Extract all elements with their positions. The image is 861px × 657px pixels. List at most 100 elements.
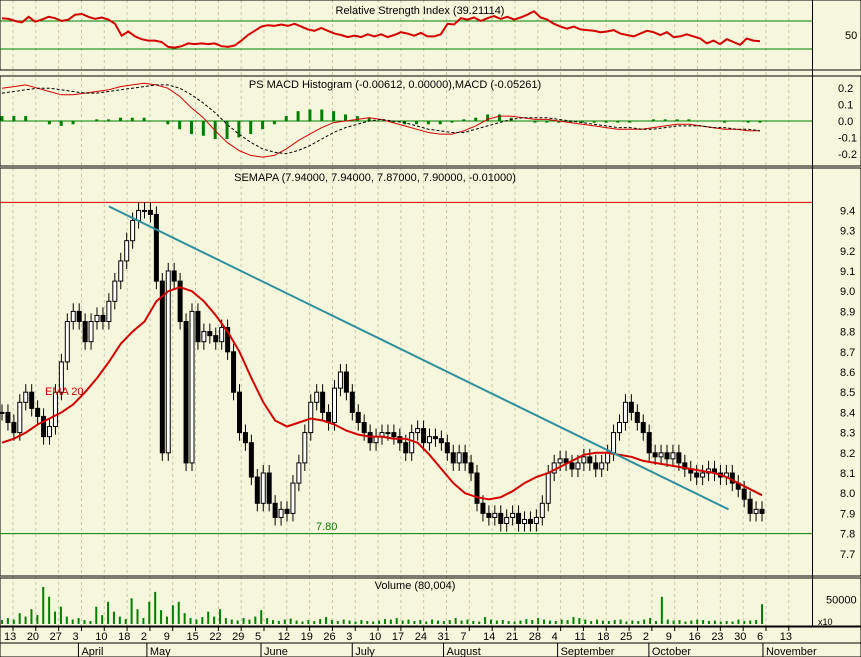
trendline [108,205,730,511]
price-tick-label: 8.9 [840,306,855,318]
x-day-label: 4 [552,631,558,643]
candle-body [189,310,195,464]
candle-body [296,462,302,484]
price-tick-label: 9.0 [840,286,855,298]
candle-body [658,452,664,458]
candle-body [385,432,391,435]
candle-body [183,321,189,464]
candle-body [201,331,207,343]
candle-body [171,270,177,282]
candle-body [41,415,47,438]
price-tick-label: 8.7 [840,347,855,359]
candle-body [599,462,605,470]
candle-body [308,401,314,434]
price-title: SEMAPA (7.94000, 7.94000, 7.87000, 7.900… [234,172,516,184]
candle-body [302,432,308,464]
x-day-label: 11 [574,631,585,643]
candle-body [94,314,100,323]
candle-body [640,422,646,434]
candle-body [700,472,706,478]
candle-body [124,240,130,262]
x-day-label: 6 [757,631,763,643]
candle-body [611,432,617,454]
price-tick-label: 7.9 [840,508,855,520]
macd-tick-label: -0.1 [838,132,857,144]
ema-label: EMA 20 [45,386,84,398]
price-tick-label: 8.2 [840,448,855,460]
candle-body [76,310,82,322]
price-tick-label: 8.5 [840,387,855,399]
x-day-label: 17 [392,631,404,643]
candle-body [106,300,112,322]
x-month-label: April [81,646,103,657]
candle-body [165,270,171,454]
candle-body [474,472,480,504]
candle-body [403,442,409,454]
candle-body [112,280,118,302]
x-day-label: 30 [734,631,746,643]
candle-body [468,462,474,474]
candle-body [242,432,248,444]
candle-body [670,452,676,460]
candle-body [575,462,581,470]
candle-body [100,314,106,323]
candle-body [266,472,272,504]
x-day-label: 18 [118,631,130,643]
candle-body [248,442,254,478]
candle-body [284,508,290,514]
price-tick-label: 8.3 [840,428,855,440]
candle-body [213,335,219,343]
candle-body [593,462,599,470]
candle-body [533,516,539,525]
panel-frame [0,577,861,627]
candle-body [153,213,159,282]
candle-body [646,432,652,454]
x-day-label: 14 [483,631,495,643]
candle-body [747,498,753,514]
price-tick-label: 8.6 [840,367,855,379]
macd-tick-label: 0.1 [838,100,853,112]
candle-body [47,426,52,438]
candle-body [337,371,343,389]
support-label: 7.80 [316,521,337,533]
candle-body [557,458,563,464]
x-day-label: 23 [711,631,723,643]
rsi-line [1,9,761,49]
candle-body [260,472,266,504]
candle-body [492,512,498,518]
rsi-tick-label: 50 [845,30,857,42]
x-month-label: November [766,646,817,657]
candle-body [516,512,522,525]
volume-tick-label: 50000 [826,594,857,606]
candle-body [231,351,237,393]
x-day-label: 28 [529,631,541,643]
x-day-label: 24 [415,631,427,643]
x-day-label: 13 [780,631,792,643]
candle-body [70,310,76,322]
x-day-label: 18 [597,631,609,643]
candle-body [438,438,444,444]
x-month-label: October [652,646,691,657]
candle-body [23,391,29,403]
candle-body [254,476,260,504]
price-tick-label: 9.1 [840,266,855,278]
x-day-label: 3 [346,631,352,643]
price-tick-label: 9.4 [840,205,855,217]
candle-body [581,456,587,464]
x-day-label: 22 [209,631,221,643]
candle-body [17,401,23,434]
candle-body [278,508,284,518]
rsi-title: Relative Strength Index (39.21114) [336,5,505,17]
volume-unit: x10 [818,617,833,627]
candle-body [147,209,153,215]
candle-body [462,452,468,464]
macd-tick-label: 0.0 [838,116,853,128]
price-tick-label: 8.1 [840,468,855,480]
x-day-label: 31 [438,631,450,643]
candle-body [480,502,486,514]
candle-body [741,488,747,500]
price-tick-label: 9.2 [840,246,855,258]
price-tick-label: 8.8 [840,327,855,339]
candle-body [456,452,462,464]
